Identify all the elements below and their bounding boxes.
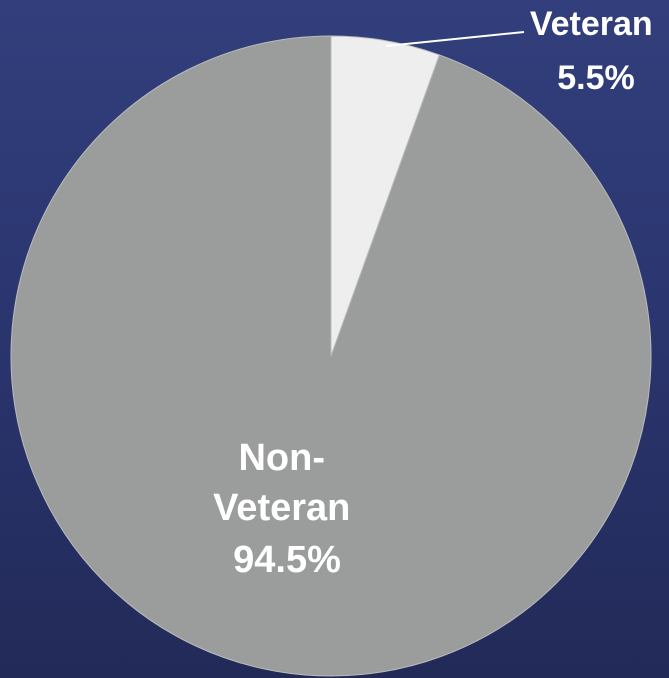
non-veteran-label-line-2: Veteran	[213, 487, 350, 529]
non-veteran-label-line-3: 94.5%	[233, 539, 341, 581]
pie-slice-non-veteran	[10, 35, 652, 677]
non-veteran-label-line-1: Non-	[238, 437, 325, 479]
veteran-label: Veteran 5.5%	[530, 5, 662, 97]
veteran-label-line-1: Veteran	[530, 5, 653, 43]
pie-slices	[10, 35, 652, 677]
veteran-leader-line	[385, 31, 525, 47]
veteran-label-line-2: 5.5%	[557, 59, 635, 97]
non-veteran-label: Non- Veteran 94.5%	[213, 437, 361, 581]
